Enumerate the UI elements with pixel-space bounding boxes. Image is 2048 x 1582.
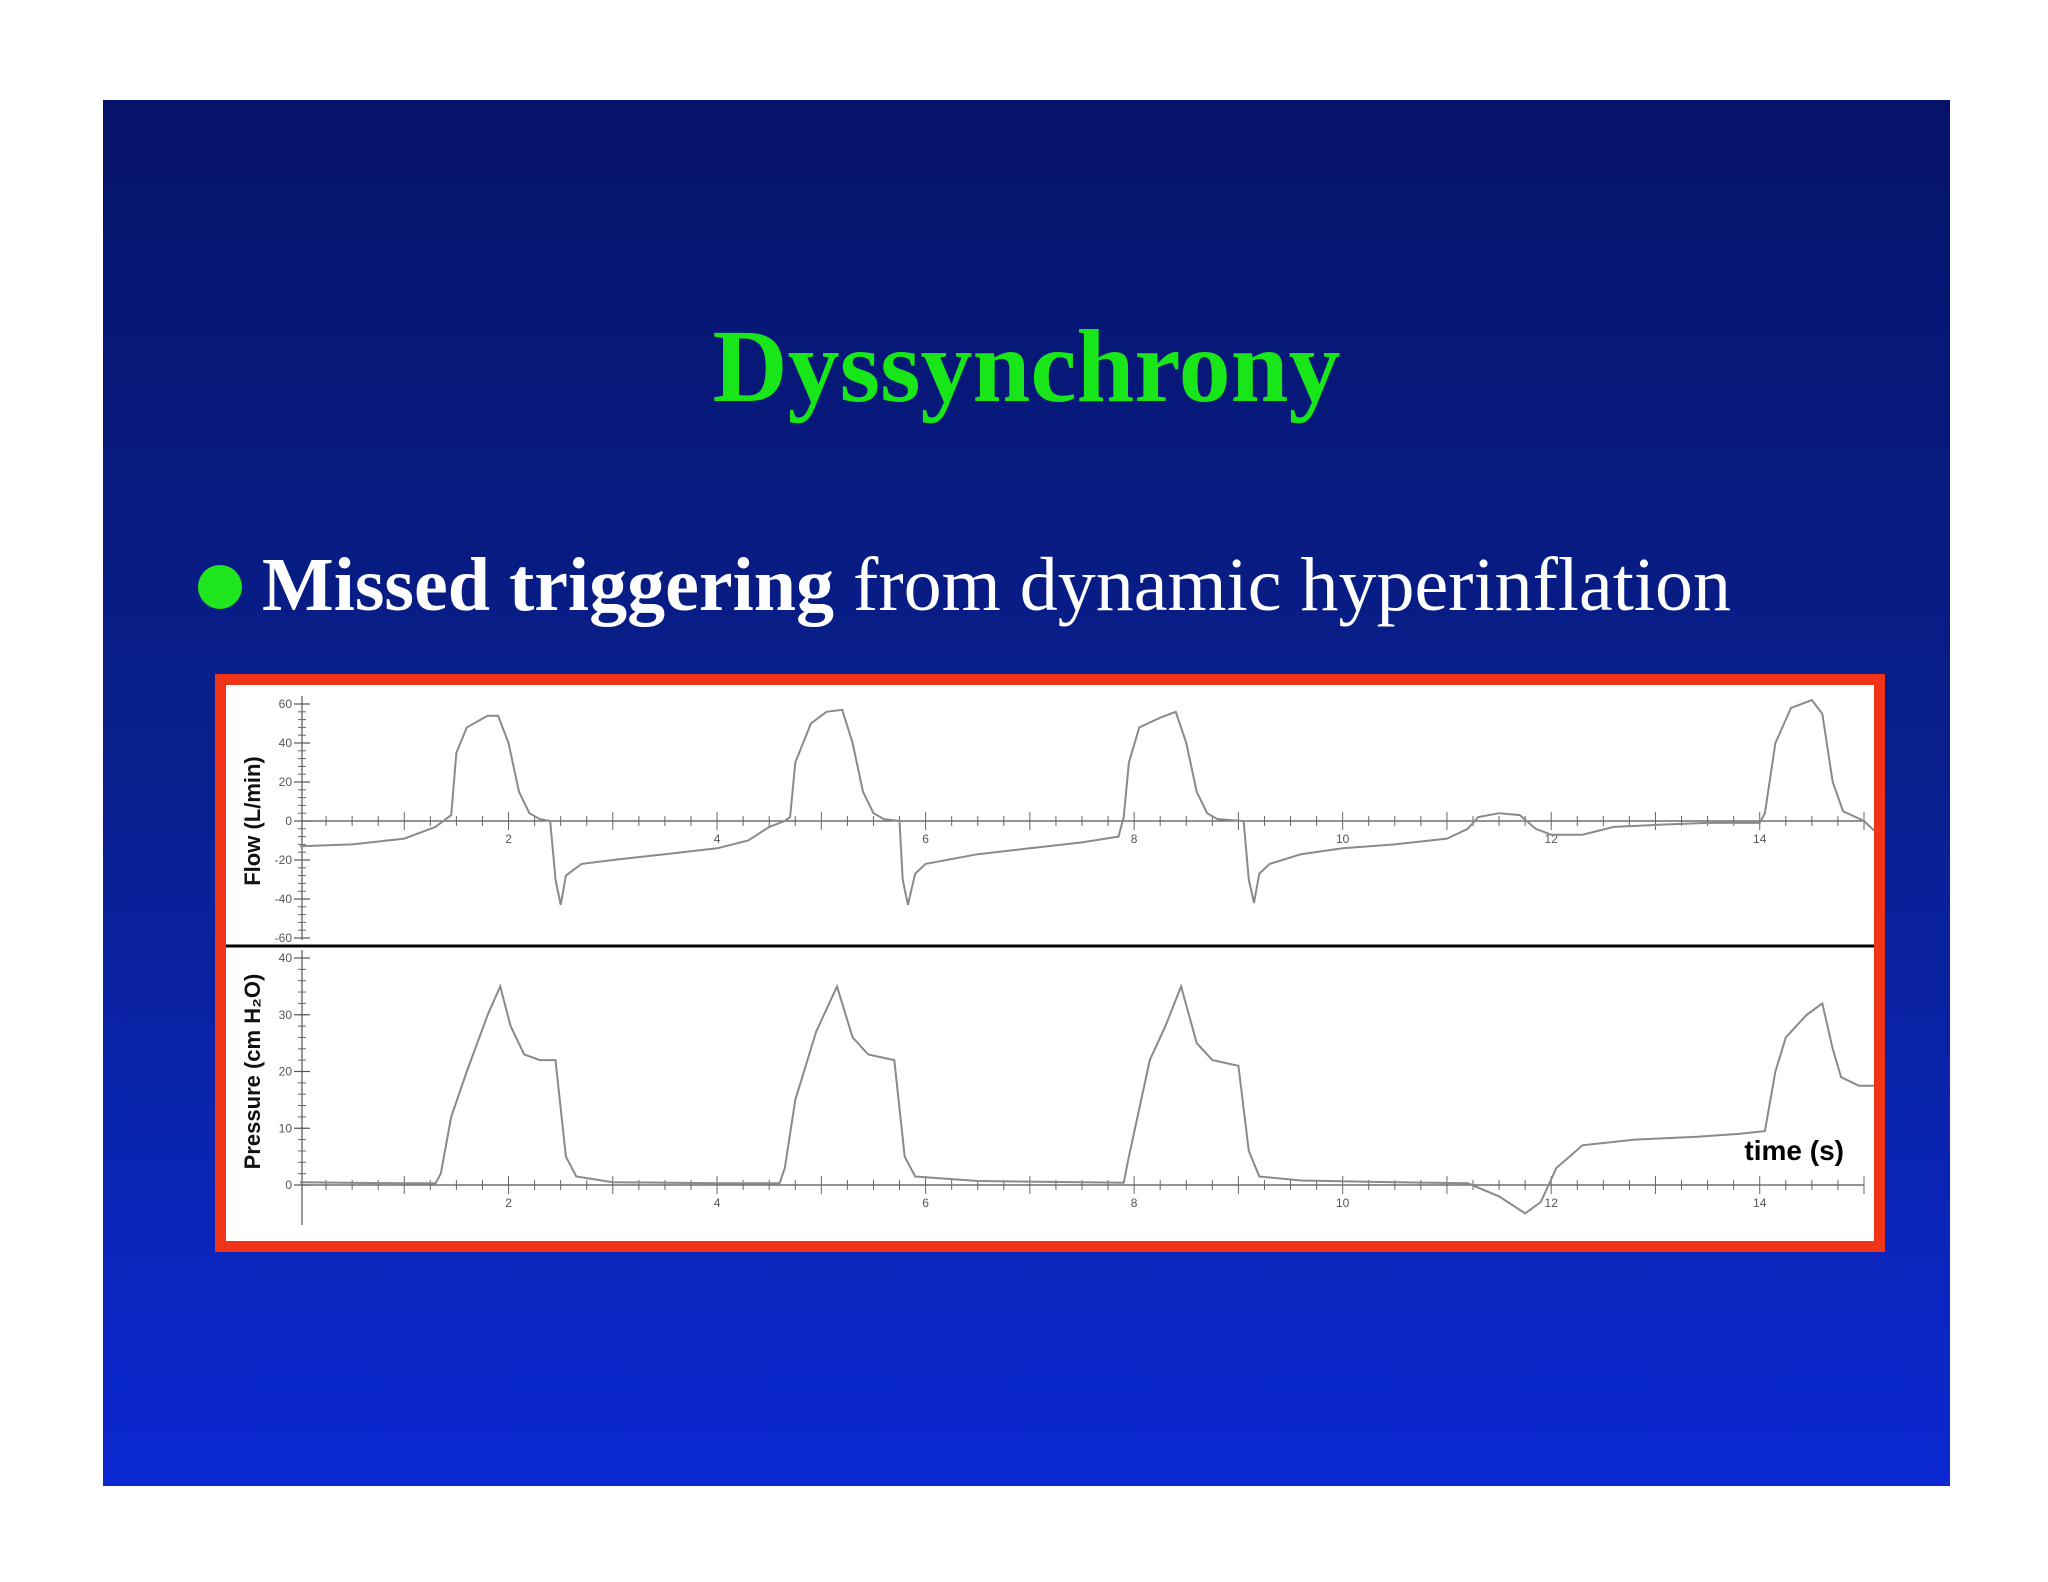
pressure-y-tick-label: 30 bbox=[279, 1008, 293, 1022]
flow-y-axis-title: Flow (L/min) bbox=[240, 756, 265, 886]
x-axis-title: time (s) bbox=[1744, 1135, 1844, 1166]
pressure-x-tick-label: 12 bbox=[1545, 1196, 1559, 1210]
flow-y-tick-label: -40 bbox=[275, 892, 293, 906]
pressure-x-tick-label: 10 bbox=[1336, 1196, 1350, 1210]
flow-y-tick-label: 60 bbox=[279, 697, 293, 711]
flow-x-tick-label: 8 bbox=[1131, 832, 1138, 846]
slide-title: Dyssynchrony bbox=[712, 309, 1341, 424]
flow-x-tick-label: 4 bbox=[714, 832, 721, 846]
flow-trace-line bbox=[299, 698, 1874, 906]
flow-y-tick-label: -60 bbox=[275, 931, 293, 945]
flow-y-tick-label: -20 bbox=[275, 853, 293, 867]
pressure-x-tick-label: 8 bbox=[1131, 1196, 1138, 1210]
pressure-trace-line bbox=[299, 983, 1874, 1215]
flow-x-tick-label: 6 bbox=[922, 832, 929, 846]
slide-background: Dyssynchrony Missed triggering from dyna… bbox=[103, 100, 1950, 1486]
pressure-y-tick-label: 20 bbox=[279, 1065, 293, 1079]
flow-x-tick-label: 10 bbox=[1336, 832, 1350, 846]
bullet-bold-text: Missed triggering bbox=[262, 543, 835, 627]
bullet-item: Missed triggering from dynamic hyperinfl… bbox=[198, 530, 1898, 640]
flow-y-tick-label: 20 bbox=[279, 775, 293, 789]
bullet-text: from dynamic hyperinflation bbox=[834, 543, 1731, 627]
flow-x-tick-label: 2 bbox=[505, 832, 512, 846]
bullet-dot-icon bbox=[198, 564, 242, 609]
pressure-y-axis-title: Pressure (cm H₂O) bbox=[240, 974, 265, 1170]
pressure-x-tick-label: 14 bbox=[1753, 1196, 1767, 1210]
chart-frame: 60 40 20 0 -20 -40 -60 2 4 6 8 10 12 14 Flow (L/min) 40… bbox=[215, 674, 1885, 1252]
flow-y-tick-label: 40 bbox=[279, 736, 293, 750]
pressure-y-tick-label: 40 bbox=[279, 951, 293, 965]
pressure-y-tick-label: 0 bbox=[285, 1178, 292, 1192]
pressure-x-tick-label: 6 bbox=[922, 1196, 929, 1210]
pressure-x-tick-label: 2 bbox=[505, 1196, 512, 1210]
flow-x-tick-label: 14 bbox=[1753, 832, 1767, 846]
flow-y-tick-label: 0 bbox=[285, 814, 292, 828]
pressure-y-tick-label: 10 bbox=[279, 1121, 293, 1135]
pressure-x-tick-label: 4 bbox=[714, 1196, 721, 1210]
